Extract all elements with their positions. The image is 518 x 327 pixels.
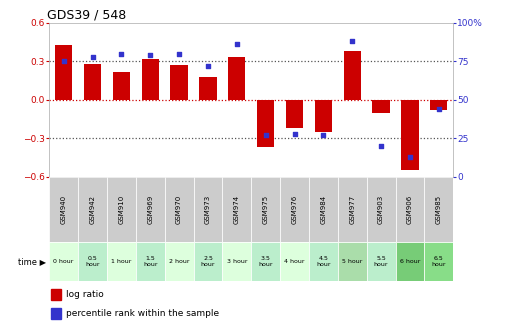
- Bar: [222, 242, 251, 281]
- Bar: [55, 45, 73, 100]
- Point: [262, 132, 270, 138]
- Point: [89, 54, 97, 59]
- Bar: [113, 72, 130, 100]
- Bar: [170, 65, 188, 100]
- Bar: [107, 177, 136, 242]
- Text: GSM975: GSM975: [263, 195, 269, 224]
- Text: log ratio: log ratio: [66, 290, 104, 299]
- Bar: [396, 177, 424, 242]
- Bar: [251, 242, 280, 281]
- Text: GSM973: GSM973: [205, 195, 211, 224]
- Text: GSM976: GSM976: [292, 195, 297, 224]
- Bar: [396, 242, 424, 281]
- Bar: [51, 289, 61, 300]
- Bar: [309, 177, 338, 242]
- Text: GSM942: GSM942: [90, 195, 95, 224]
- Text: percentile rank within the sample: percentile rank within the sample: [66, 309, 219, 318]
- Text: GSM974: GSM974: [234, 195, 240, 224]
- Text: GSM906: GSM906: [407, 195, 413, 224]
- Bar: [194, 242, 222, 281]
- Text: 5 hour: 5 hour: [342, 259, 363, 264]
- Bar: [107, 242, 136, 281]
- Text: GSM970: GSM970: [176, 195, 182, 224]
- Point: [60, 59, 68, 64]
- Bar: [78, 242, 107, 281]
- Bar: [228, 58, 246, 100]
- Point: [175, 51, 183, 56]
- Text: 4.5
hour: 4.5 hour: [316, 256, 330, 267]
- Text: GSM940: GSM940: [61, 195, 67, 224]
- Bar: [401, 100, 419, 170]
- Bar: [286, 100, 303, 128]
- Text: time ▶: time ▶: [19, 257, 47, 266]
- Bar: [136, 177, 165, 242]
- Text: GSM910: GSM910: [118, 195, 124, 224]
- Bar: [257, 100, 275, 147]
- Text: GSM984: GSM984: [320, 195, 326, 224]
- Bar: [372, 100, 390, 112]
- Text: GSM903: GSM903: [378, 195, 384, 224]
- Bar: [165, 177, 194, 242]
- Text: 0.5
hour: 0.5 hour: [85, 256, 100, 267]
- Bar: [222, 177, 251, 242]
- Bar: [280, 242, 309, 281]
- Text: 4 hour: 4 hour: [284, 259, 305, 264]
- Point: [204, 63, 212, 69]
- Bar: [165, 242, 194, 281]
- Bar: [49, 177, 78, 242]
- Bar: [84, 64, 101, 100]
- Point: [348, 39, 356, 44]
- Text: GSM969: GSM969: [147, 195, 153, 224]
- Point: [435, 106, 443, 112]
- Bar: [199, 77, 217, 100]
- Point: [406, 154, 414, 159]
- Bar: [194, 177, 222, 242]
- Bar: [424, 242, 453, 281]
- Bar: [51, 308, 61, 319]
- Bar: [367, 177, 396, 242]
- Point: [233, 42, 241, 47]
- Text: 3.5
hour: 3.5 hour: [258, 256, 273, 267]
- Text: GDS39 / 548: GDS39 / 548: [47, 9, 126, 22]
- Bar: [141, 59, 159, 100]
- Bar: [343, 51, 361, 100]
- Bar: [136, 242, 165, 281]
- Text: 0 hour: 0 hour: [53, 259, 74, 264]
- Point: [291, 131, 299, 136]
- Text: 2 hour: 2 hour: [169, 259, 190, 264]
- Text: 2.5
hour: 2.5 hour: [200, 256, 215, 267]
- Bar: [251, 177, 280, 242]
- Bar: [315, 100, 332, 132]
- Text: 1 hour: 1 hour: [111, 259, 132, 264]
- Bar: [280, 177, 309, 242]
- Bar: [338, 242, 367, 281]
- Point: [117, 51, 125, 56]
- Bar: [430, 100, 448, 110]
- Text: 1.5
hour: 1.5 hour: [143, 256, 157, 267]
- Bar: [78, 177, 107, 242]
- Bar: [309, 242, 338, 281]
- Bar: [338, 177, 367, 242]
- Text: 6.5
hour: 6.5 hour: [431, 256, 446, 267]
- Text: 6 hour: 6 hour: [400, 259, 420, 264]
- Text: 3 hour: 3 hour: [226, 259, 247, 264]
- Text: GSM977: GSM977: [349, 195, 355, 224]
- Point: [146, 53, 154, 58]
- Point: [319, 132, 327, 138]
- Bar: [424, 177, 453, 242]
- Bar: [49, 242, 78, 281]
- Text: GSM985: GSM985: [436, 195, 442, 224]
- Bar: [367, 242, 396, 281]
- Text: 5.5
hour: 5.5 hour: [374, 256, 388, 267]
- Point: [377, 143, 385, 148]
